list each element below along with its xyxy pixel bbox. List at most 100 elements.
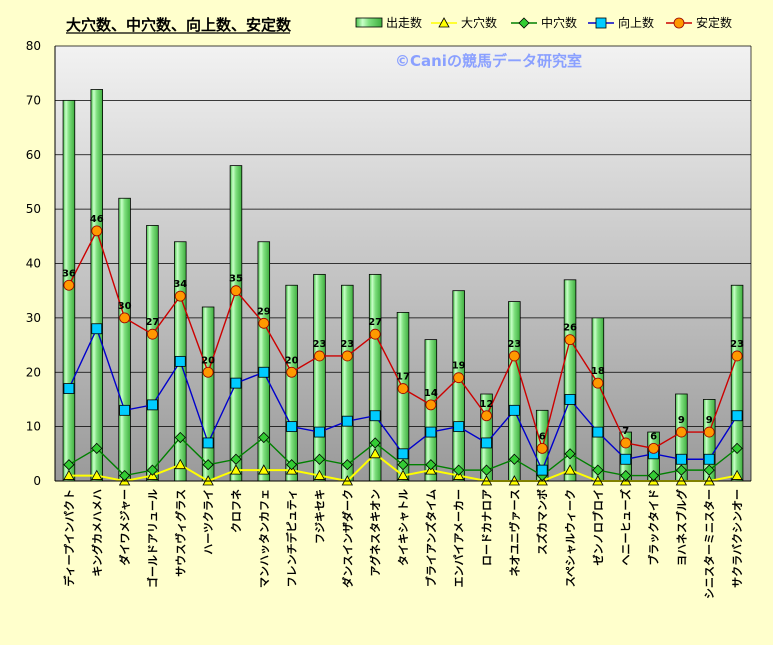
marker-diamond (369, 437, 381, 449)
marker-circle (147, 328, 158, 340)
bar (146, 225, 159, 482)
marker-triangle (258, 464, 270, 475)
data-label: 18 (591, 366, 605, 377)
marker-diamond (703, 464, 715, 476)
marker-square (258, 366, 270, 378)
data-label: 34 (173, 279, 187, 290)
legend-label: 向上数 (618, 15, 654, 30)
marker-diamond (564, 448, 576, 460)
data-label: 7 (622, 426, 629, 437)
x-tick-label: マンハッタンカフェ (258, 489, 271, 588)
marker-diamond (202, 459, 214, 471)
marker-diamond (313, 453, 326, 465)
y-tick-label: 40 (26, 257, 41, 271)
legend-swatch-bar (355, 17, 383, 28)
marker-square (620, 453, 632, 465)
marker-square (676, 453, 687, 465)
marker-diamond (592, 464, 604, 476)
data-label: 14 (424, 388, 438, 399)
data-label: 23 (340, 339, 354, 350)
marker-circle (648, 442, 659, 454)
data-label: 19 (452, 361, 466, 372)
data-label: 9 (706, 415, 713, 426)
data-label: 23 (507, 339, 521, 350)
marker-circle (202, 366, 214, 378)
x-tick-label: ゼンノロブロイ (591, 489, 605, 565)
x-tick-label: ダンスインザダーク (340, 489, 354, 588)
marker-square (202, 437, 214, 449)
marker-square (425, 426, 437, 438)
y-tick-label: 20 (26, 365, 41, 379)
marker-circle (564, 334, 576, 346)
marker-square (564, 394, 576, 405)
marker-square (481, 437, 492, 449)
marker-circle (369, 328, 381, 340)
x-tick-label: ロードカナロア (481, 489, 494, 566)
chart-title: 大穴数、中穴数、向上数、安定数 (66, 16, 292, 34)
marker-circle (174, 290, 186, 302)
data-label: 20 (285, 355, 299, 366)
marker-square (703, 453, 715, 465)
y-tick-label: 10 (26, 420, 41, 434)
legend-label: 安定数 (696, 15, 732, 30)
marker-diamond (146, 464, 159, 476)
x-tick-label: キングカメハメハ (90, 489, 104, 577)
marker-diamond (230, 453, 242, 465)
data-label: 23 (313, 339, 327, 350)
marker-circle (731, 350, 743, 362)
marker-square (453, 421, 465, 433)
marker-circle (258, 317, 270, 329)
bar (257, 241, 271, 482)
marker-circle (620, 437, 632, 449)
marker-triangle (731, 469, 743, 480)
data-label: 12 (480, 399, 494, 410)
x-tick-label: ヨハネスブルグ (674, 489, 688, 566)
marker-diamond (286, 459, 298, 471)
x-tick-label: サウスヴィグラス (173, 489, 187, 577)
x-tick-label: ヘニーヒューズ (619, 489, 633, 565)
data-label: 26 (563, 323, 577, 334)
bar (341, 284, 354, 482)
y-tick-label: 50 (26, 202, 41, 216)
marker-square (147, 399, 158, 411)
x-tick-label: ブラックタイド (647, 489, 661, 566)
x-tick-label: フレンチデピュティ (285, 489, 299, 587)
y-tick-label: 30 (26, 311, 41, 325)
marker-diamond (480, 464, 493, 476)
data-label: 6 (650, 431, 657, 442)
watermark: ©Caniの競馬データ研究室 (395, 52, 582, 70)
marker-square (91, 323, 103, 335)
marker-triangle (397, 469, 409, 480)
legend-swatch-marker (673, 17, 685, 29)
axes: 0 10 20 30 40 50 60 70 80 ディープインパクト キングカメハメハ ダイワメジャ… (26, 39, 752, 599)
marker-circle (341, 350, 353, 362)
x-tick-label: ブライアンズタイム (424, 489, 438, 587)
x-tick-label: ゴールドアリュール (145, 489, 159, 588)
bar (591, 317, 605, 482)
legend-label: 中穴数 (541, 15, 577, 30)
x-tick-label: ディープインパクト (62, 489, 76, 587)
y-tick-label: 80 (26, 39, 41, 53)
marker-square (536, 464, 548, 476)
marker-diamond (63, 459, 75, 471)
marker-square (592, 426, 604, 438)
x-tick-label: フジキセキ (313, 489, 326, 544)
marker-square (119, 404, 130, 416)
x-tick-label: サクラバクシンオー (731, 489, 744, 588)
data-label: 46 (90, 214, 104, 225)
marker-square (508, 404, 520, 416)
marker-diamond (174, 431, 186, 444)
bar (62, 99, 76, 482)
bar (118, 197, 131, 482)
marker-triangle (91, 469, 103, 480)
x-tick-label: ネオユニヴァース (507, 489, 521, 576)
marker-square (314, 426, 325, 438)
bar-series (62, 89, 744, 482)
legend-label: 出走数 (386, 15, 422, 30)
marker-circle (536, 442, 548, 454)
marker-square (286, 421, 298, 433)
marker-diamond (675, 464, 687, 476)
legend-swatch-marker (595, 17, 607, 29)
data-label: 17 (396, 372, 410, 383)
